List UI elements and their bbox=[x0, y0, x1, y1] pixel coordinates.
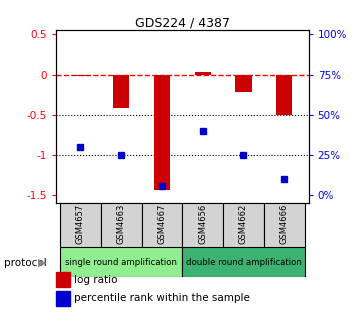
Bar bbox=[195, 72, 211, 75]
Text: single round amplification: single round amplification bbox=[65, 258, 177, 266]
Text: GSM4662: GSM4662 bbox=[239, 204, 248, 244]
Text: log ratio: log ratio bbox=[74, 275, 117, 285]
Text: double round amplification: double round amplification bbox=[186, 258, 301, 266]
Bar bbox=[72, 75, 88, 76]
Bar bbox=[101, 203, 142, 247]
Text: GSM4656: GSM4656 bbox=[198, 204, 207, 244]
Bar bbox=[276, 75, 292, 115]
Bar bbox=[182, 203, 223, 247]
Bar bbox=[182, 247, 305, 277]
Bar bbox=[235, 75, 252, 92]
Text: GSM4667: GSM4667 bbox=[157, 204, 166, 244]
Bar bbox=[264, 203, 305, 247]
Text: percentile rank within the sample: percentile rank within the sample bbox=[74, 293, 250, 303]
Text: protocol: protocol bbox=[4, 258, 46, 268]
Bar bbox=[60, 247, 182, 277]
Text: ▶: ▶ bbox=[38, 258, 47, 268]
Text: GSM4663: GSM4663 bbox=[117, 204, 126, 244]
Bar bbox=[154, 75, 170, 190]
Text: GSM4666: GSM4666 bbox=[280, 204, 289, 244]
Bar bbox=[60, 203, 101, 247]
Bar bbox=[223, 203, 264, 247]
Bar bbox=[113, 75, 129, 108]
Bar bbox=[142, 203, 182, 247]
Title: GDS224 / 4387: GDS224 / 4387 bbox=[135, 16, 230, 29]
Text: GSM4657: GSM4657 bbox=[76, 204, 85, 244]
